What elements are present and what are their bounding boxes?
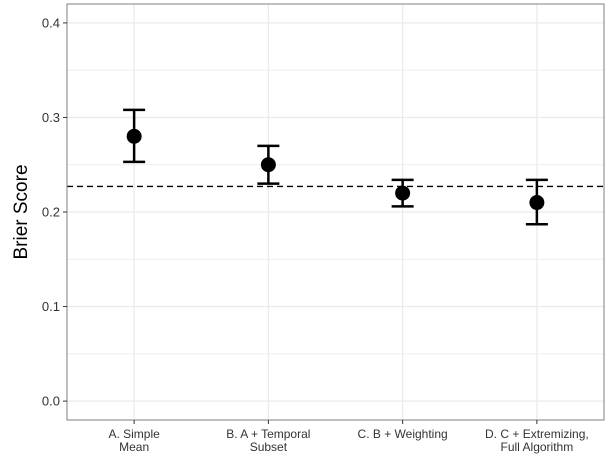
x-tick-label-line: A. Simple	[108, 427, 160, 441]
x-tick-label: C. B + Weighting	[358, 427, 448, 441]
y-axis-title: Brier Score	[11, 164, 32, 259]
y-tick-label: 0.3	[42, 110, 60, 125]
x-tick-label-line: Mean	[119, 440, 149, 454]
y-axis: 0.0 0.1 0.2 0.3 0.4	[42, 15, 67, 409]
data-point	[126, 128, 142, 144]
x-tick-label: A. Simple Mean	[108, 427, 160, 454]
x-tick-label-line: C. B + Weighting	[358, 427, 448, 441]
x-tick-label-line: Full Algorithm	[501, 440, 574, 454]
data-marks	[123, 108, 548, 226]
y-tick-label: 0.0	[42, 394, 60, 409]
y-tick-label: 0.1	[42, 299, 60, 314]
x-tick-label-line: Subset	[250, 440, 288, 454]
x-axis: A. Simple Mean B. A + Temporal Subset C. B +…	[108, 420, 589, 454]
x-tick-label: D. C + Extremizing, Full Algorithm	[485, 427, 589, 454]
x-tick-label-line: B. A + Temporal	[226, 427, 310, 441]
y-tick-label: 0.4	[42, 15, 60, 30]
x-tick-label: B. A + Temporal Subset	[226, 427, 310, 454]
data-point	[395, 185, 411, 201]
y-tick-label: 0.2	[42, 205, 60, 220]
data-point	[260, 157, 276, 173]
x-tick-label-line: D. C + Extremizing,	[485, 427, 589, 441]
data-point	[529, 195, 545, 211]
grid	[67, 4, 604, 420]
